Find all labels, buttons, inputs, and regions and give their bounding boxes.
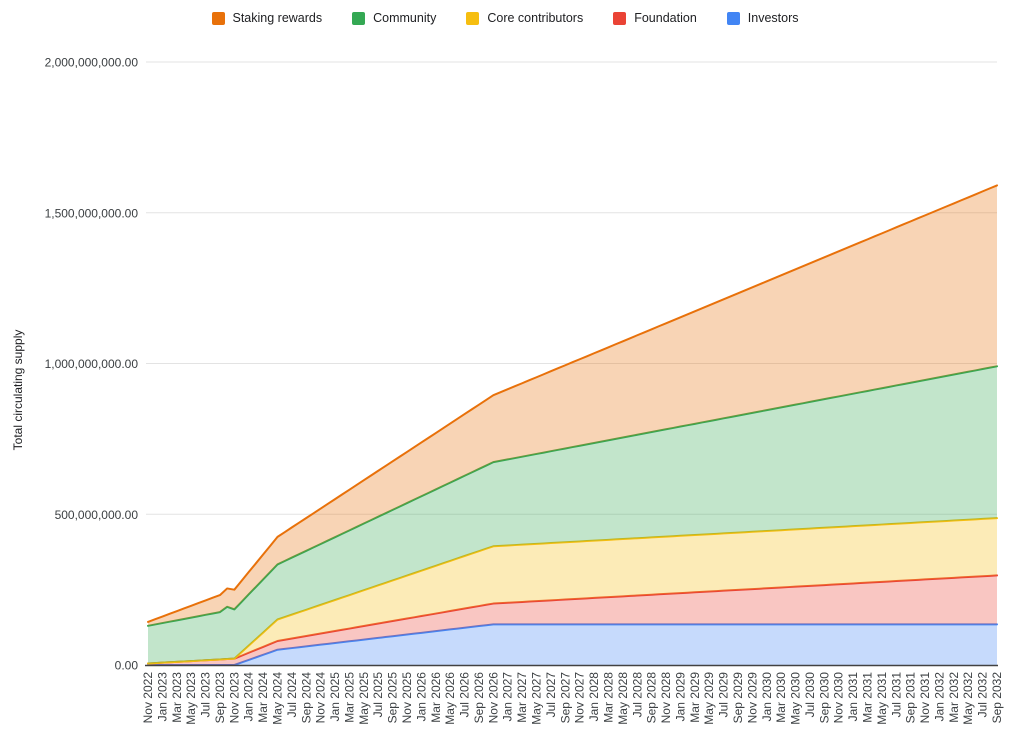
- x-tick-label: Mar 2025: [342, 672, 356, 723]
- x-tick-label: Sep 2025: [386, 672, 400, 724]
- x-tick-label: May 2023: [184, 672, 198, 725]
- x-tick-label: Jul 2031: [889, 672, 903, 718]
- y-tick-label: 1,500,000,000.00: [45, 206, 139, 220]
- x-tick-label: Sep 2026: [472, 672, 486, 724]
- x-tick-label: Jan 2031: [846, 672, 860, 722]
- x-tick-label: Sep 2027: [558, 672, 572, 724]
- x-tick-label: Jan 2025: [328, 672, 342, 722]
- y-axis-title: Total circulating supply: [11, 330, 25, 451]
- line-core-contributors: [147, 517, 998, 665]
- x-tick-label: Mar 2031: [860, 672, 874, 723]
- legend-label: Core contributors: [487, 11, 584, 25]
- legend-item-community: Community: [352, 11, 436, 25]
- legend-label: Foundation: [634, 11, 697, 25]
- area-community: [148, 366, 997, 664]
- x-tick-label: May 2030: [789, 672, 803, 725]
- x-tick-label: Mar 2026: [429, 672, 443, 723]
- y-tick-label: 500,000,000.00: [55, 508, 139, 522]
- x-tick-label: Sep 2024: [299, 672, 313, 724]
- x-tick-label: Mar 2023: [170, 672, 184, 723]
- x-tick-label: Jul 2032: [976, 672, 990, 718]
- area-staking-rewards: [148, 185, 997, 626]
- x-tick-label: Jul 2028: [630, 672, 644, 718]
- x-tick-label: Jan 2027: [501, 672, 515, 722]
- area-investors: [148, 624, 997, 665]
- x-tick-label: Jan 2032: [932, 672, 946, 722]
- x-tick-label: Mar 2027: [515, 672, 529, 723]
- x-tick-label: May 2024: [271, 672, 285, 725]
- x-tick-label: Nov 2029: [745, 672, 759, 724]
- x-tick-label: Nov 2031: [918, 672, 932, 724]
- legend-item-foundation: Foundation: [613, 11, 697, 25]
- y-tick-label: 1,000,000,000.00: [45, 357, 139, 371]
- x-tick-label: Sep 2023: [213, 672, 227, 724]
- x-tick-label: May 2032: [961, 672, 975, 725]
- x-tick-label: May 2028: [616, 672, 630, 725]
- x-tick-label: Nov 2023: [227, 672, 241, 724]
- x-tick-label: Mar 2028: [601, 672, 615, 723]
- legend-label: Staking rewards: [232, 11, 323, 25]
- legend-swatch-staking-rewards: [211, 11, 225, 25]
- x-tick-label: Sep 2029: [731, 672, 745, 724]
- legend-item-investors: Investors: [726, 11, 799, 25]
- line-community: [147, 365, 998, 627]
- x-tick-label: May 2026: [443, 672, 457, 725]
- x-tick-label: Jul 2025: [371, 672, 385, 718]
- x-tick-label: May 2029: [702, 672, 716, 725]
- x-tick-label: Jan 2026: [414, 672, 428, 722]
- x-tick-label: Sep 2032: [990, 672, 1004, 724]
- y-tick-label: 2,000,000,000.00: [45, 56, 139, 70]
- legend-label: Investors: [747, 11, 799, 25]
- x-tick-label: Jul 2024: [285, 672, 299, 718]
- x-tick-label: Mar 2029: [688, 672, 702, 723]
- line-foundation: [147, 574, 998, 665]
- x-tick-label: Nov 2022: [141, 672, 155, 724]
- x-tick-label: Jul 2023: [199, 672, 213, 718]
- x-tick-label: Sep 2028: [645, 672, 659, 724]
- x-tick-label: May 2025: [357, 672, 371, 725]
- x-tick-label: Nov 2028: [659, 672, 673, 724]
- x-tick-label: Sep 2031: [904, 672, 918, 724]
- legend-item-core-contributors: Core contributors: [466, 11, 583, 25]
- x-tick-label: Jul 2030: [803, 672, 817, 718]
- x-tick-label: Nov 2025: [400, 672, 414, 724]
- x-tick-label: Jul 2027: [544, 672, 558, 718]
- x-tick-label: May 2031: [875, 672, 889, 725]
- x-tick-label: Nov 2030: [832, 672, 846, 724]
- x-tick-label: Mar 2032: [947, 672, 961, 723]
- y-tick-label: 0.00: [115, 659, 139, 673]
- legend-item-staking-rewards: Staking rewards: [211, 11, 323, 25]
- legend-swatch-community: [352, 11, 366, 25]
- x-tick-label: Jan 2029: [673, 672, 687, 722]
- x-tick-label: Sep 2030: [817, 672, 831, 724]
- line-staking-rewards: [147, 184, 998, 623]
- line-investors: [147, 623, 998, 666]
- x-tick-label: Jan 2023: [155, 672, 169, 722]
- legend-swatch-core-contributors: [466, 11, 480, 25]
- area-core-contributors: [148, 518, 997, 664]
- area-foundation: [148, 575, 997, 665]
- legend-swatch-investors: [726, 11, 740, 25]
- legend-label: Community: [373, 11, 437, 25]
- x-tick-label: Mar 2030: [774, 672, 788, 723]
- x-tick-label: Jan 2028: [587, 672, 601, 722]
- x-tick-label: Mar 2024: [256, 672, 270, 723]
- x-tick-label: Jan 2030: [760, 672, 774, 722]
- x-tick-label: Nov 2026: [486, 672, 500, 724]
- x-tick-label: Jul 2026: [458, 672, 472, 718]
- x-tick-label: Jan 2024: [242, 672, 256, 722]
- x-tick-label: Nov 2027: [573, 672, 587, 724]
- chart-legend: Staking rewards Community Core contributor…: [0, 11, 1010, 25]
- x-tick-label: May 2027: [530, 672, 544, 725]
- x-tick-label: Jul 2029: [717, 672, 731, 718]
- legend-swatch-foundation: [613, 11, 627, 25]
- x-tick-label: Nov 2024: [314, 672, 328, 724]
